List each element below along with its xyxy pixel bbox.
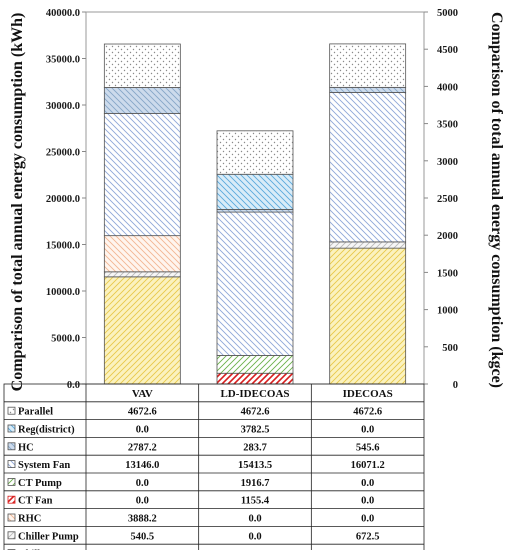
bar-segment-hc [103,87,181,114]
table-cell-value: 16071.2 [351,460,385,471]
left-tick-label: 35000.0 [46,55,80,66]
right-tick-label: 4500 [437,45,458,56]
bar-segment-rhc [103,235,181,273]
legend-swatch [7,477,16,486]
table-cell-value: 3782.5 [241,425,270,436]
bar-segment-system-fan [329,92,407,243]
table-cell-value: 545.6 [356,442,380,453]
table-row: CT Pump 0.0 1916.7 0.0 [7,477,374,489]
data-table: VAV LD-IDECOAS IDECOAS Parallel 4672.6 4672.6… [3,383,425,550]
left-tick-label: 15000.0 [46,241,80,252]
bar-segment-chiller-pump [329,241,407,249]
table-cell-value: 283.7 [243,442,267,453]
table-cell-value: 0.0 [361,425,374,436]
bar-segment-ct-pump [216,355,294,374]
left-tick-label: 10000.0 [46,287,80,298]
table-cell-value: 4672.6 [353,407,382,418]
legend-swatch [7,513,16,522]
legend-label: Chiller Pump [18,531,79,542]
bar-segment-reg-district- [216,173,294,210]
legend-label: CT Fan [18,496,53,507]
category-label: VAV [132,388,153,400]
legend-label: Reg(district) [18,425,75,436]
category-label: LD-IDECOAS [220,388,289,400]
table-cell-value: 2787.2 [128,442,157,453]
left-y-axis: 0.0 5000.0 10000.0 15000.0 20000.0 25000.0 300… [46,8,86,391]
bar-stacks [103,43,407,385]
table-row: Parallel 4672.6 4672.6 4672.6 [7,406,382,418]
right-tick-label: 4000 [437,82,458,93]
table-cell-value: 672.5 [356,531,380,542]
right-axis-title: Comparison of total annual energy consum… [488,12,505,388]
legend-swatch [7,495,16,504]
bar-segment-chiller [329,247,407,385]
category-label: IDECOAS [343,388,393,400]
table-row: CT Fan 0.0 1155.4 0.0 [7,495,374,507]
right-y-axis: 0 500 1000 1500 2000 2500 3000 3500 4000 4500 5000 [424,8,458,391]
table-cell-value: 1155.4 [241,496,270,507]
table-cell-value: 0.0 [361,514,374,525]
right-tick-label: 3500 [437,120,458,131]
table-cell-value: 3888.2 [128,514,157,525]
left-tick-label: 40000.0 [46,8,80,19]
bar-stack-vav [103,43,181,385]
legend-swatch [7,424,16,433]
bar-segment-parallel [329,43,407,88]
left-tick-label: 30000.0 [46,101,80,112]
table-cell-value: 0.0 [361,496,374,507]
right-tick-label: 1000 [437,306,458,317]
legend-label: HC [18,442,34,453]
legend-label: System Fan [18,460,70,471]
table-row: System Fan 13146.0 15413.5 16071.2 [7,460,385,471]
table-cell-value: 4672.6 [128,407,157,418]
table-cell-value: 4672.6 [241,407,270,418]
right-tick-label: 500 [442,343,458,354]
table-cell-value: 0.0 [248,514,261,525]
bar-segment-system-fan [103,112,181,237]
legend-label: Parallel [18,407,53,418]
right-tick-label: 1500 [437,268,458,279]
legend-swatch [7,531,16,540]
right-tick-label: 3000 [437,157,458,168]
table-row: RHC 3888.2 0.0 0.0 [7,513,374,525]
bar-segment-system-fan [216,211,294,356]
bar-stack-idecoas [329,43,407,385]
table-cell-value: 13146.0 [125,460,159,471]
legend-label: RHC [18,514,41,525]
table-cell-value: 0.0 [248,531,261,542]
right-tick-label: 0 [453,380,458,391]
bar-segment-ct-fan [216,372,294,385]
bar-segment-chiller-pump [103,271,181,278]
legend-swatch [7,406,16,415]
table-row: Reg(district) 0.0 3782.5 0.0 [7,424,374,436]
bar-segment-hc [329,86,407,93]
right-tick-label: 5000 [437,8,458,19]
table-cell-value: 540.5 [131,531,155,542]
right-tick-label: 2000 [437,231,458,242]
table-cell-value: 0.0 [136,425,149,436]
left-tick-label: 20000.0 [46,194,80,205]
left-tick-label: 5000.0 [51,334,80,345]
bar-segment-parallel [103,43,181,88]
table-row: HC 2787.2 283.7 545.6 [7,442,380,453]
table-cell-value: 15413.5 [238,460,272,471]
bar-segment-parallel [216,130,294,175]
table-cell-value: 0.0 [136,496,149,507]
table-cell-value: 1916.7 [241,478,270,489]
left-tick-label: 0.0 [67,380,80,391]
bar-stack-ld-idecoas [216,130,294,385]
table-cell-value: 0.0 [361,478,374,489]
legend-label: CT Pump [18,478,62,489]
table-cell-value: 0.0 [136,478,149,489]
bar-segment-chiller [103,276,181,385]
table-row: Chiller Pump 540.5 0.0 672.5 [7,531,380,542]
right-tick-label: 2500 [437,194,458,205]
left-axis-title: Comparison of total annual energy consum… [9,13,26,392]
legend-swatch [7,460,16,469]
legend-swatch [7,442,16,451]
left-tick-label: 25000.0 [46,148,80,159]
